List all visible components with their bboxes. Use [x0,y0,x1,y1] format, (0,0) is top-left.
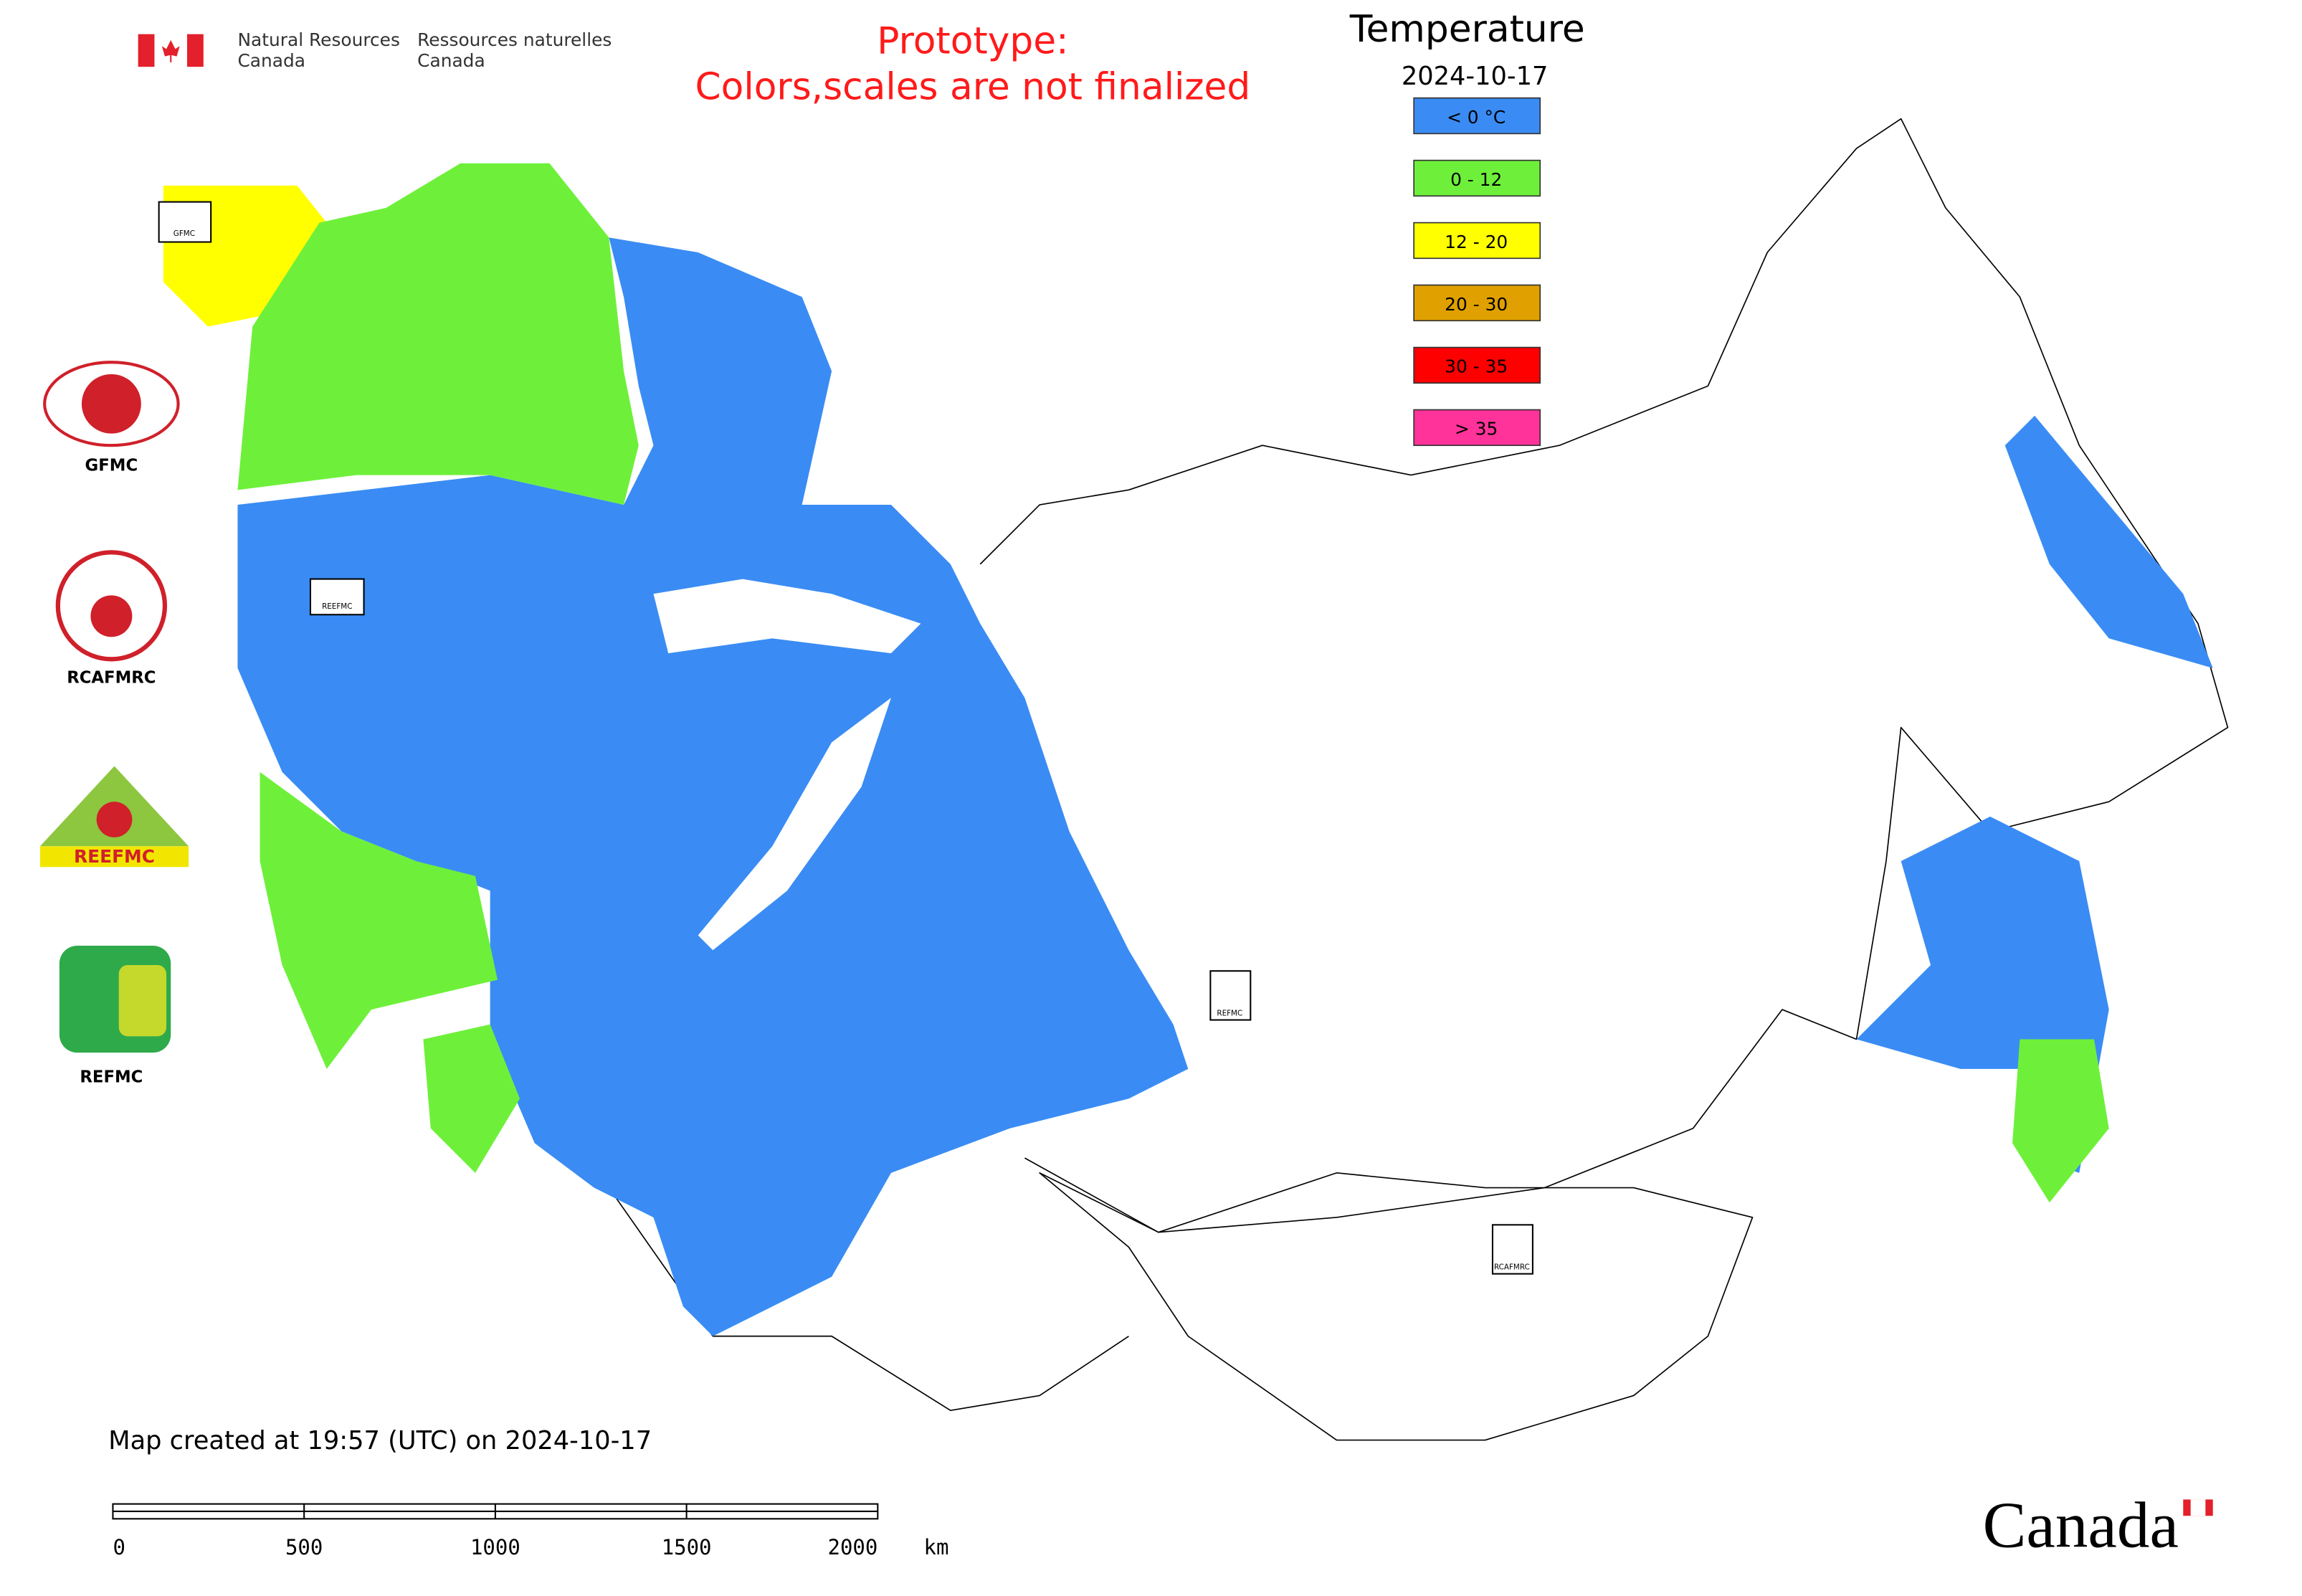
legend-label: > 35 [1455,419,1498,440]
department-en: Natural Resources [237,29,399,50]
map [163,118,2229,1441]
legend-swatch [1413,222,1541,260]
legend-swatch [1413,346,1541,384]
created-note: Map created at 19:57 (UTC) on 2024-10-17 [108,1426,652,1455]
logo-rcafmrc [90,595,133,637]
land-outline [979,118,2229,1233]
scale-bar: 0 500 1000 1500 2000 km [112,1503,949,1559]
flag-leaf [161,39,180,62]
logo-refmc [118,964,167,1037]
region-green [260,771,498,1069]
department-fr: Ressources naturelles [417,29,612,50]
legend-label: 30 - 35 [1445,356,1508,377]
marker-label: REFMC [1217,1009,1242,1017]
scale-label: 0 [113,1535,125,1559]
region-blue [237,237,1189,1336]
logo-reefmc [39,846,189,868]
marker [158,201,212,243]
region-green [423,1024,520,1173]
region-white [698,698,891,951]
marker [1209,970,1252,1021]
scale-label: 1500 [662,1535,712,1559]
notice: Prototype: [877,20,1068,63]
header: Natural Resources Canada Ressources natu… [138,20,1251,109]
notice: Colors,scales are not finalized [695,66,1251,109]
legend-label: 12 - 20 [1445,232,1508,252]
scale-label: 500 [285,1535,323,1559]
logo-gfmc [81,374,141,434]
marker-label: GFMC [173,229,195,238]
logo-reefmc [96,802,133,837]
mongolia-border [1039,1172,1754,1441]
department-en: Canada [237,50,305,71]
legend-swatch [1413,159,1541,197]
logos: GFMC RCAFMRC REEFMC REFMC [39,361,189,1087]
logo-label: REFMC [80,1068,143,1087]
legend-label: 0 - 12 [1450,169,1502,190]
region-blue [2004,415,2213,668]
wordmark-flag [2190,1499,2206,1516]
logo-label: RCAFMRC [67,669,156,688]
legend: Temperature 2024-10-17 < 0 °C 0 - 12 12 - … [1349,8,1585,447]
flag-bar [138,34,155,67]
region-green [2012,1039,2109,1203]
logo-label: GFMC [85,456,138,475]
scale-label: 2000 [827,1535,877,1559]
region-white [653,579,921,654]
marker-label: REEFMC [322,602,352,611]
department-fr: Canada [417,50,485,71]
legend-title: Temperature [1349,8,1585,51]
marker [309,578,365,616]
region-green [237,163,639,505]
legend-swatch [1413,409,1541,447]
scale-unit: km [924,1535,949,1559]
wordmark: Canada [1983,1489,2179,1562]
legend-swatch [1413,284,1541,322]
legend-swatch [1413,97,1541,135]
legend-label: 20 - 30 [1445,294,1508,315]
marker-label: RCAFMRC [1494,1263,1530,1271]
flag-bar [187,34,204,67]
markers: GFMC REEFMC REFMC RCAFMRC [158,201,1533,1275]
legend-date: 2024-10-17 [1402,62,1549,91]
marker [1491,1224,1533,1275]
legend-label: < 0 °C [1447,107,1506,128]
scale-label: 1000 [470,1535,520,1559]
logo-label: REEFMC [74,846,155,867]
